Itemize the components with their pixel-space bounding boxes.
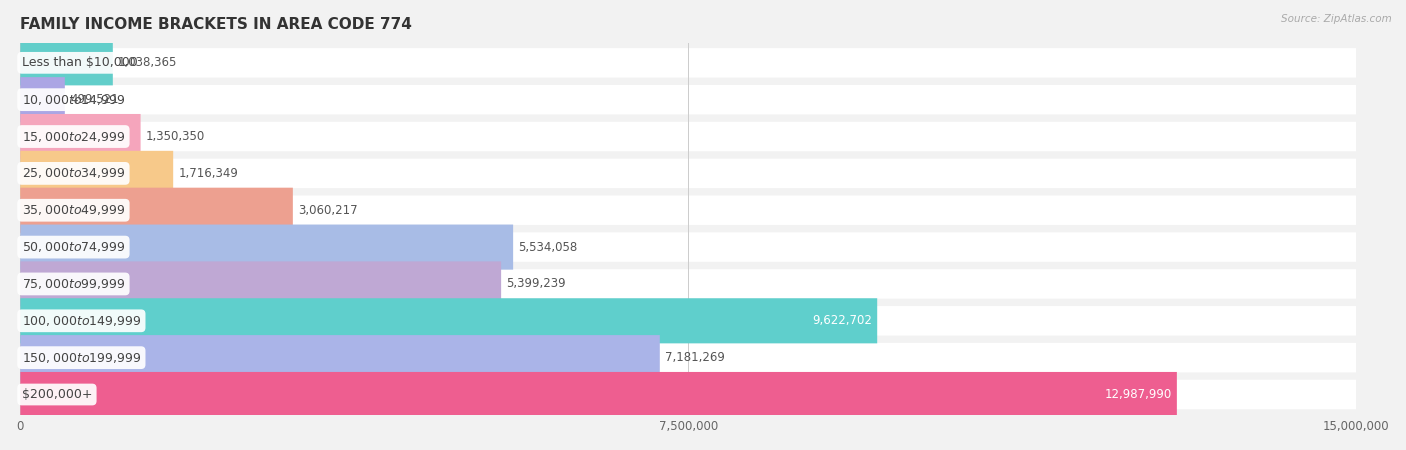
FancyBboxPatch shape bbox=[20, 306, 1355, 336]
Text: 1,038,365: 1,038,365 bbox=[118, 56, 177, 69]
Text: $50,000 to $74,999: $50,000 to $74,999 bbox=[21, 240, 125, 254]
FancyBboxPatch shape bbox=[20, 261, 501, 306]
FancyBboxPatch shape bbox=[20, 195, 1355, 225]
Text: 499,521: 499,521 bbox=[70, 93, 118, 106]
Text: 1,716,349: 1,716,349 bbox=[179, 167, 239, 180]
FancyBboxPatch shape bbox=[20, 122, 1355, 151]
Text: Source: ZipAtlas.com: Source: ZipAtlas.com bbox=[1281, 14, 1392, 23]
Text: $200,000+: $200,000+ bbox=[21, 388, 93, 401]
Text: 3,060,217: 3,060,217 bbox=[298, 204, 357, 217]
FancyBboxPatch shape bbox=[20, 380, 1355, 409]
Text: $10,000 to $14,999: $10,000 to $14,999 bbox=[21, 93, 125, 107]
FancyBboxPatch shape bbox=[20, 343, 1355, 373]
Text: FAMILY INCOME BRACKETS IN AREA CODE 774: FAMILY INCOME BRACKETS IN AREA CODE 774 bbox=[20, 17, 412, 32]
FancyBboxPatch shape bbox=[20, 188, 292, 233]
FancyBboxPatch shape bbox=[20, 48, 1355, 77]
Text: 7,181,269: 7,181,269 bbox=[665, 351, 725, 364]
FancyBboxPatch shape bbox=[20, 85, 1355, 114]
Text: $15,000 to $24,999: $15,000 to $24,999 bbox=[21, 130, 125, 144]
Text: $75,000 to $99,999: $75,000 to $99,999 bbox=[21, 277, 125, 291]
FancyBboxPatch shape bbox=[20, 232, 1355, 262]
Text: $25,000 to $34,999: $25,000 to $34,999 bbox=[21, 166, 125, 180]
Text: $150,000 to $199,999: $150,000 to $199,999 bbox=[21, 351, 141, 364]
FancyBboxPatch shape bbox=[20, 77, 65, 122]
Text: 12,987,990: 12,987,990 bbox=[1104, 388, 1171, 401]
FancyBboxPatch shape bbox=[20, 151, 173, 196]
Text: 5,399,239: 5,399,239 bbox=[506, 278, 567, 290]
FancyBboxPatch shape bbox=[20, 40, 112, 86]
Text: 5,534,058: 5,534,058 bbox=[519, 241, 578, 254]
FancyBboxPatch shape bbox=[20, 298, 877, 343]
Text: 1,350,350: 1,350,350 bbox=[146, 130, 205, 143]
FancyBboxPatch shape bbox=[20, 335, 659, 380]
FancyBboxPatch shape bbox=[20, 159, 1355, 188]
Text: $35,000 to $49,999: $35,000 to $49,999 bbox=[21, 203, 125, 217]
FancyBboxPatch shape bbox=[20, 372, 1177, 417]
Text: $100,000 to $149,999: $100,000 to $149,999 bbox=[21, 314, 141, 328]
FancyBboxPatch shape bbox=[20, 114, 141, 159]
Text: Less than $10,000: Less than $10,000 bbox=[21, 56, 138, 69]
FancyBboxPatch shape bbox=[20, 225, 513, 270]
Text: 9,622,702: 9,622,702 bbox=[813, 314, 872, 327]
FancyBboxPatch shape bbox=[20, 269, 1355, 299]
